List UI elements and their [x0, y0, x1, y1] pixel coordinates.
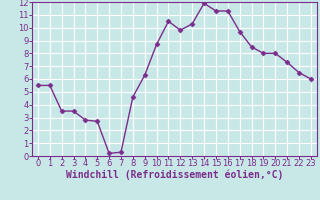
X-axis label: Windchill (Refroidissement éolien,°C): Windchill (Refroidissement éolien,°C) [66, 170, 283, 180]
